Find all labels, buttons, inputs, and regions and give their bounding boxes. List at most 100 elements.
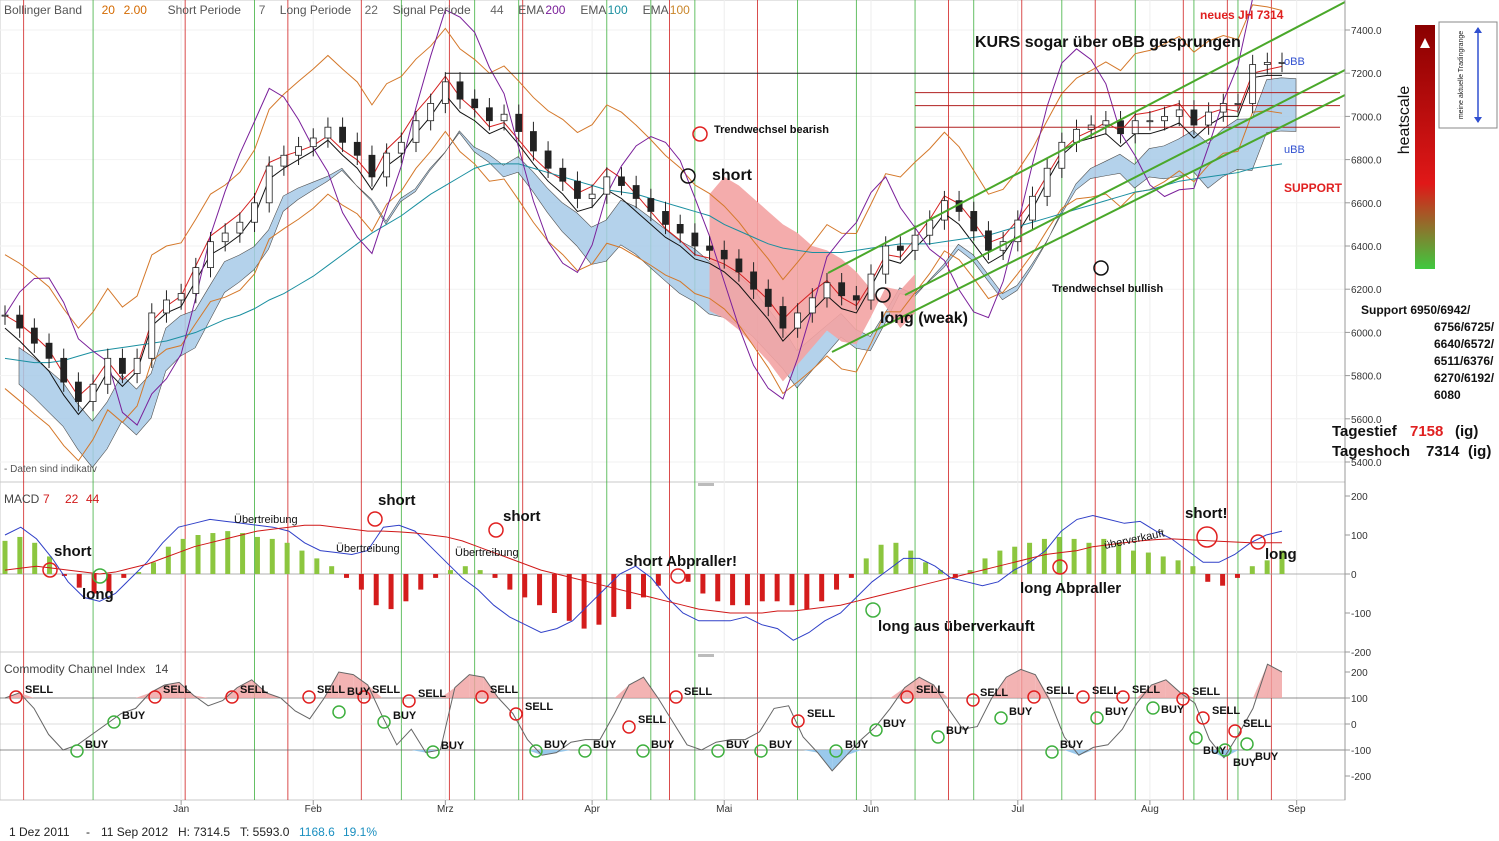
legend-item-label: Bollinger Band xyxy=(4,3,82,17)
candle-body xyxy=(1175,109,1183,117)
cci-sell-marker xyxy=(509,707,523,721)
price-tick-label: 5400.0 xyxy=(1351,458,1382,469)
cci-overbought-area xyxy=(933,685,949,698)
macd-histogram-bar xyxy=(373,574,379,606)
cci-overbought-area xyxy=(454,674,470,698)
candle-body xyxy=(852,295,860,301)
macd-histogram-bar xyxy=(388,574,394,610)
macd-histogram-bar xyxy=(789,574,795,606)
macd-histogram-bar xyxy=(433,574,439,578)
annotation-trend-bearish: Trendwechsel bearish xyxy=(714,124,829,136)
candle-body xyxy=(104,357,112,385)
candle-body xyxy=(1043,167,1051,197)
support-level: 6270/6192/ xyxy=(1434,371,1495,385)
candle-body xyxy=(794,312,802,329)
bollinger-lower xyxy=(4,110,1283,462)
cci-buy-marker xyxy=(1189,731,1203,745)
macd-marker xyxy=(1250,534,1266,550)
macd-histogram-bar xyxy=(1190,566,1196,574)
candle-body xyxy=(618,176,625,186)
macd-histogram-bar xyxy=(447,570,453,574)
day-high-value: 7314 xyxy=(1426,443,1460,460)
cci-overbought-area xyxy=(251,679,267,698)
bollinger-upper xyxy=(4,4,1283,329)
candle-body xyxy=(221,232,229,243)
annotation-long-weak: long (weak) xyxy=(880,310,968,327)
ichimoku-cloud xyxy=(18,77,1297,468)
macd-line xyxy=(4,514,1283,641)
annotation-trend-bullish: Trendwechsel bullish xyxy=(1052,283,1164,295)
cci-overbought-area xyxy=(1252,664,1268,698)
candle-body xyxy=(412,120,420,143)
macd-annotation: short Abpraller! xyxy=(625,553,737,570)
candle-body xyxy=(397,141,405,154)
tradingrange-box xyxy=(1438,21,1498,129)
legend-item-label: Short Periode xyxy=(168,3,242,17)
macd-histogram-bar xyxy=(923,562,929,574)
cci-sell-label: SELL xyxy=(490,684,518,696)
footer-end-date: 11 Sep 2012 xyxy=(101,825,169,839)
macd-histogram-bar xyxy=(507,574,513,590)
chart-canvas: 7400.0 7200.0 7000.0 6800.0 6600.0 6400.0 6200… xyxy=(0,0,1498,815)
candle-body xyxy=(559,167,567,182)
candle-body xyxy=(588,193,596,199)
cci-buy-label: BUY xyxy=(1060,739,1084,751)
cci-sell-marker xyxy=(1116,690,1130,704)
candle-body xyxy=(1263,62,1271,65)
macd-histogram-bar xyxy=(284,542,290,574)
price-tick-label: 7200.0 xyxy=(1351,69,1382,80)
candle-body xyxy=(530,131,537,152)
macd-histogram-bar xyxy=(804,574,810,610)
macd-histogram-bar xyxy=(1086,542,1092,574)
candle-body xyxy=(808,297,816,314)
macd-annotation: long xyxy=(82,586,114,603)
cci-overbought-area xyxy=(237,679,252,698)
cci-overbought-area xyxy=(367,685,383,698)
plot-area xyxy=(0,0,1346,801)
candle-body xyxy=(251,202,258,223)
cci-overbought-area xyxy=(193,695,209,698)
support-level: 6511/6376/ xyxy=(1434,354,1494,368)
day-low-value: 7158 xyxy=(1410,423,1443,440)
macd-annotation: Übertreibung xyxy=(455,547,519,559)
candle-body xyxy=(368,154,376,178)
annotation-new-high: neues JH 7314 xyxy=(1200,8,1284,22)
macd-histogram-bar xyxy=(477,570,483,574)
candle-body xyxy=(309,137,317,148)
cci-buy-marker xyxy=(636,744,650,758)
cci-buy-marker xyxy=(70,744,84,758)
day-low-unit: (ig) xyxy=(1455,423,1478,440)
cci-oversold-area xyxy=(803,750,818,753)
cci-buy-marker xyxy=(426,745,440,759)
cci-overbought-area xyxy=(164,682,180,698)
macd-histogram-bar xyxy=(314,558,320,574)
cci-tick-label: -100 xyxy=(1351,746,1371,757)
candle-body xyxy=(148,312,156,359)
cci-tick-label: 100 xyxy=(1351,694,1368,705)
macd-histogram-bar xyxy=(180,538,186,574)
cci-buy-label: BUY xyxy=(122,710,146,722)
price-tick-label: 7000.0 xyxy=(1351,112,1382,123)
cci-sell-label: SELL xyxy=(1243,718,1271,730)
cci-buy-label: BUY xyxy=(347,686,371,698)
macd-histogram-bar xyxy=(834,574,840,590)
cci-sell-label: SELL xyxy=(1132,684,1160,696)
candle-body xyxy=(1190,109,1198,126)
x-tick-label: Jan xyxy=(173,804,189,815)
cci-sell-marker xyxy=(669,690,683,704)
bollinger-mid xyxy=(4,74,1282,416)
candle-body xyxy=(295,146,302,156)
macd-histogram-bar xyxy=(908,550,914,574)
cci-buy-marker xyxy=(1045,745,1059,759)
cci-buy-marker xyxy=(1240,737,1254,751)
support-level: 6756/6725/ xyxy=(1434,320,1495,334)
x-tick-label: Aug xyxy=(1141,804,1159,815)
candle-body xyxy=(764,288,772,307)
candle-body xyxy=(911,234,919,251)
cci-sell-marker xyxy=(1027,690,1041,704)
macd-histogram-bar xyxy=(1220,574,1226,586)
candle-body xyxy=(515,113,523,132)
macd-histogram-bar xyxy=(848,574,854,578)
candle-body xyxy=(236,221,244,234)
splitter-handle xyxy=(698,654,714,657)
